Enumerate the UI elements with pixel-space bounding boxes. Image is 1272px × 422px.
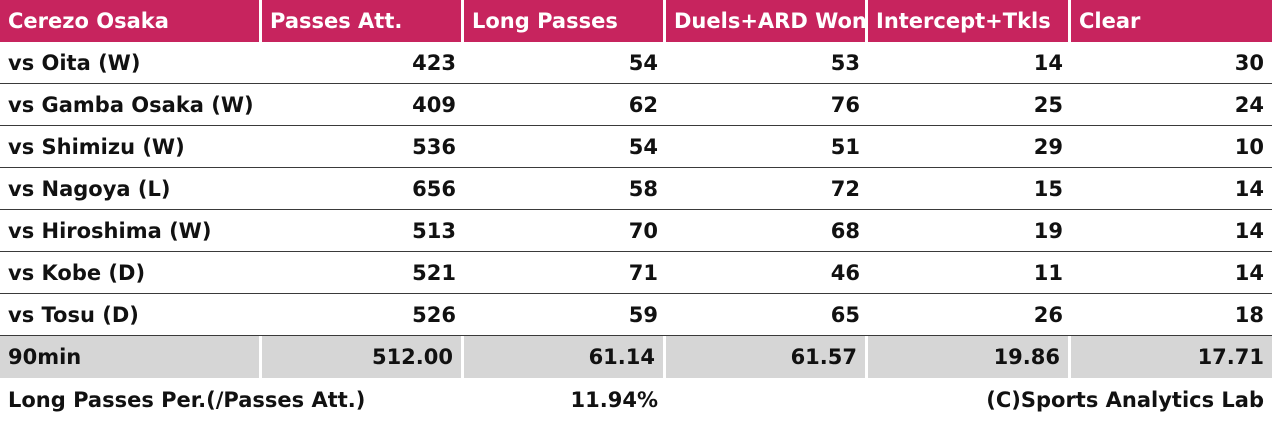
stat-cell: 54 <box>628 134 658 159</box>
table-row: vs Kobe (D) 521 71 46 11 14 <box>0 252 1272 294</box>
stat-cell: 409 <box>412 92 456 117</box>
credit-text: (C)Sports Analytics Lab <box>986 388 1264 412</box>
summary-row: 90min 512.00 61.14 61.57 19.86 17.71 <box>0 336 1272 378</box>
stat-cell: 14 <box>1234 218 1264 243</box>
stat-cell: 423 <box>412 50 456 75</box>
stat-cell: 62 <box>628 92 658 117</box>
stat-cell: 54 <box>628 50 658 75</box>
stat-cell: 526 <box>412 302 456 327</box>
match-label: vs Hiroshima (W) <box>8 218 212 243</box>
stat-cell: 70 <box>628 218 658 243</box>
stat-cell: 14 <box>1234 260 1264 285</box>
stat-cell: 10 <box>1234 134 1264 159</box>
stat-cell: 15 <box>1033 176 1063 201</box>
stat-cell: 65 <box>830 302 860 327</box>
summary-cell: 512.00 <box>262 336 464 378</box>
stat-cell: 46 <box>830 260 860 285</box>
stat-cell: 14 <box>1033 50 1063 75</box>
long-pass-ratio-label: Long Passes Per.(/Passes Att.) <box>8 388 366 412</box>
table-row: vs Gamba Osaka (W) 409 62 76 25 24 <box>0 84 1272 126</box>
table-row: vs Oita (W) 423 54 53 14 30 <box>0 42 1272 84</box>
stat-cell: 11 <box>1033 260 1063 285</box>
stat-cell: 72 <box>830 176 860 201</box>
match-label: vs Tosu (D) <box>8 302 139 327</box>
stat-cell: 513 <box>412 218 456 243</box>
stat-cell: 53 <box>830 50 860 75</box>
column-header: Intercept+Tkls <box>868 0 1071 42</box>
stat-cell: 14 <box>1234 176 1264 201</box>
match-label: vs Oita (W) <box>8 50 141 75</box>
long-pass-ratio-value: 11.94% <box>570 388 658 412</box>
stat-cell: 30 <box>1234 50 1264 75</box>
stat-cell: 18 <box>1234 302 1264 327</box>
column-header: Passes Att. <box>262 0 464 42</box>
column-header: Cerezo Osaka <box>0 0 262 42</box>
stat-cell: 71 <box>628 260 658 285</box>
column-header: Duels+ARD Won <box>666 0 868 42</box>
match-label: vs Kobe (D) <box>8 260 146 285</box>
stat-cell: 76 <box>830 92 860 117</box>
column-header: Clear <box>1071 0 1272 42</box>
table-header-row: Cerezo Osaka Passes Att. Long Passes Duels+… <box>0 0 1272 42</box>
stat-cell: 59 <box>628 302 658 327</box>
stat-cell: 51 <box>830 134 860 159</box>
stat-cell: 536 <box>412 134 456 159</box>
summary-label: 90min <box>0 336 262 378</box>
match-label: vs Shimizu (W) <box>8 134 185 159</box>
table-row: vs Nagoya (L) 656 58 72 15 14 <box>0 168 1272 210</box>
summary-cell: 61.57 <box>666 336 868 378</box>
column-header: Long Passes <box>464 0 666 42</box>
summary-cell: 17.71 <box>1071 336 1272 378</box>
summary-cell: 19.86 <box>868 336 1071 378</box>
stat-cell: 656 <box>412 176 456 201</box>
match-label: vs Nagoya (L) <box>8 176 171 201</box>
stat-cell: 25 <box>1033 92 1063 117</box>
stat-cell: 24 <box>1234 92 1264 117</box>
summary-cell: 61.14 <box>464 336 666 378</box>
stat-cell: 58 <box>628 176 658 201</box>
table-row: vs Hiroshima (W) 513 70 68 19 14 <box>0 210 1272 252</box>
table-row: vs Tosu (D) 526 59 65 26 18 <box>0 294 1272 336</box>
stat-cell: 521 <box>412 260 456 285</box>
stat-cell: 19 <box>1033 218 1063 243</box>
stat-cell: 68 <box>830 218 860 243</box>
match-label: vs Gamba Osaka (W) <box>8 92 254 117</box>
stat-cell: 26 <box>1033 302 1063 327</box>
stat-cell: 29 <box>1033 134 1063 159</box>
table-row: vs Shimizu (W) 536 54 51 29 10 <box>0 126 1272 168</box>
